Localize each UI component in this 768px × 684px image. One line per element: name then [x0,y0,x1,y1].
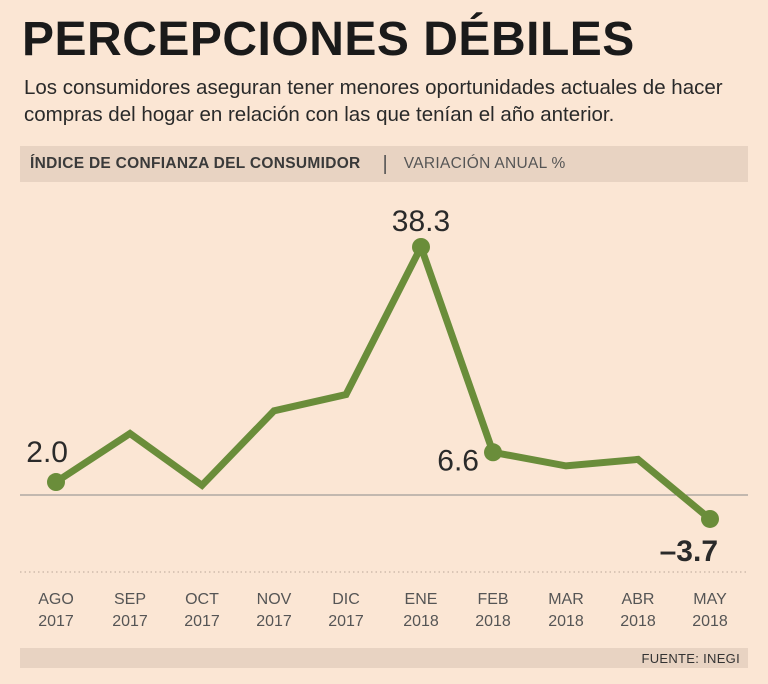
x-tick-label-month: FEB [477,591,508,608]
chart-metric-label: ÍNDICE DE CONFIANZA DEL CONSUMIDOR [30,155,361,172]
x-tick-label-month: ABR [622,591,655,608]
header-separator: | [382,152,388,175]
data-point-marker [47,473,65,492]
x-tick-label-year: 2017 [38,613,74,630]
x-tick-label-month: AGO [38,591,74,608]
x-tick-label-year: 2017 [184,613,220,630]
data-point-marker [412,238,430,256]
x-tick-label-year: 2018 [403,613,439,630]
x-tick-label-year: 2018 [475,613,511,630]
x-tick-label-month: MAR [548,591,584,608]
x-tick-label-year: 2017 [112,613,148,630]
chart-unit-label: VARIACIÓN ANUAL % [403,155,566,172]
x-tick-label-year: 2017 [256,613,292,630]
x-tick-label-month: OCT [185,591,219,608]
data-label: 6.6 [437,444,479,477]
x-tick-label-month: NOV [257,591,292,608]
source-note: FUENTE: INEGI [641,650,740,666]
chart-subtitle: Los consumidores aseguran tener menores … [24,76,723,126]
data-point-marker [701,509,719,528]
data-label: 2.0 [26,436,68,469]
x-tick-label-year: 2018 [692,613,728,630]
data-point-marker [484,443,502,462]
x-tick-label-month: DIC [332,591,360,608]
series-line [52,238,714,523]
data-label: –3.7 [660,535,718,568]
chart-title: PERCEPCIONES DÉBILES [22,13,635,66]
x-tick-label-year: 2018 [620,613,656,630]
x-tick-label-month: ENE [405,591,438,608]
x-tick-label-month: SEP [114,591,146,608]
chart-header-bar: ÍNDICE DE CONFIANZA DEL CONSUMIDOR | VAR… [20,146,748,182]
x-tick-label-month: MAY [693,591,727,608]
x-tick-label-year: 2017 [328,613,364,630]
x-tick-label-year: 2018 [548,613,584,630]
data-label: 38.3 [392,205,450,238]
footer-bar: FUENTE: INEGI [20,648,748,668]
